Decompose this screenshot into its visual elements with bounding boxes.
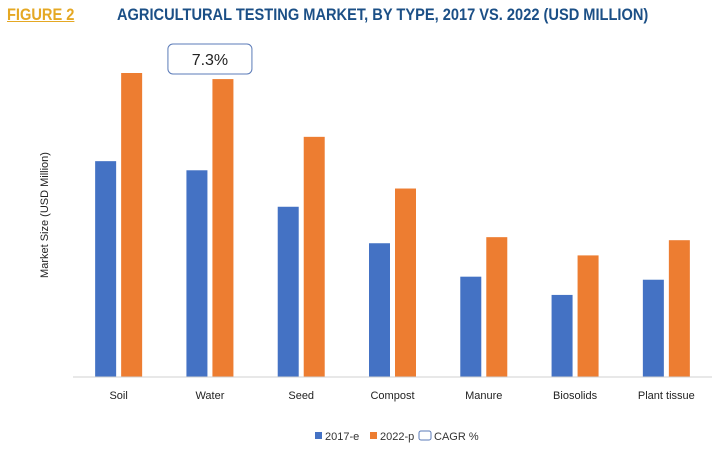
cagr-callout-value: 7.3% bbox=[192, 52, 228, 69]
x-tick-labels: Soil Water Seed Compost Manure Biosolids Plant… bbox=[109, 390, 694, 402]
bar-soil-2017-e bbox=[95, 161, 117, 377]
legend-label-2022-p: 2022-p bbox=[380, 431, 414, 443]
cagr-callout-box bbox=[167, 43, 253, 75]
bar-seed-2017-e bbox=[277, 206, 299, 377]
bar-manure-2017-e bbox=[460, 276, 482, 377]
bar-plant-tissue-2022-p bbox=[668, 240, 690, 377]
x-tick-seed: Seed bbox=[288, 390, 314, 402]
x-tick-water: Water bbox=[195, 390, 224, 402]
figure-number: FIGURE 2 bbox=[7, 5, 75, 24]
bar-compost-2022-p bbox=[395, 188, 416, 377]
bar-biosolids-2017-e bbox=[551, 294, 573, 377]
legend-label-cagr-: CAGR % bbox=[434, 431, 479, 443]
legend-label-2017-e: 2017-e bbox=[325, 431, 359, 443]
legend-swatch-2022-p bbox=[370, 432, 377, 439]
bar-water-2017-e bbox=[186, 170, 208, 377]
figure-header: FIGURE 2 AGRICULTURAL TESTING MARKET, BY… bbox=[0, 0, 720, 36]
chart-title: AGRICULTURAL TESTING MARKET, BY TYPE, 20… bbox=[117, 5, 649, 24]
bar-soil-2022-p bbox=[121, 73, 143, 377]
bar-seed-2022-p bbox=[303, 136, 325, 377]
bar-compost-2017-e bbox=[369, 243, 390, 377]
bar-manure-2022-p bbox=[486, 237, 508, 377]
y-axis-label-group: Market Size (USD Million) bbox=[39, 152, 51, 278]
legend-swatch-2017-e bbox=[315, 432, 322, 439]
bar-biosolids-2022-p bbox=[577, 255, 599, 377]
x-tick-manure: Manure bbox=[465, 390, 502, 402]
x-tick-biosolids: Biosolids bbox=[553, 390, 598, 402]
x-tick-soil: Soil bbox=[109, 390, 127, 402]
chart-legend: 2017-e 2022-p CAGR % bbox=[315, 430, 479, 443]
x-tick-compost: Compost bbox=[370, 390, 414, 402]
bars-layer bbox=[95, 73, 690, 377]
y-axis-label: Market Size (USD Million) bbox=[39, 152, 51, 278]
bar-water-2022-p bbox=[212, 79, 234, 377]
legend-swatch-cagr- bbox=[418, 430, 432, 441]
cagr-callouts: 7.3% bbox=[167, 43, 253, 75]
bar-plant-tissue-2017-e bbox=[642, 279, 664, 377]
x-tick-plant-tissue: Plant tissue bbox=[638, 390, 695, 402]
